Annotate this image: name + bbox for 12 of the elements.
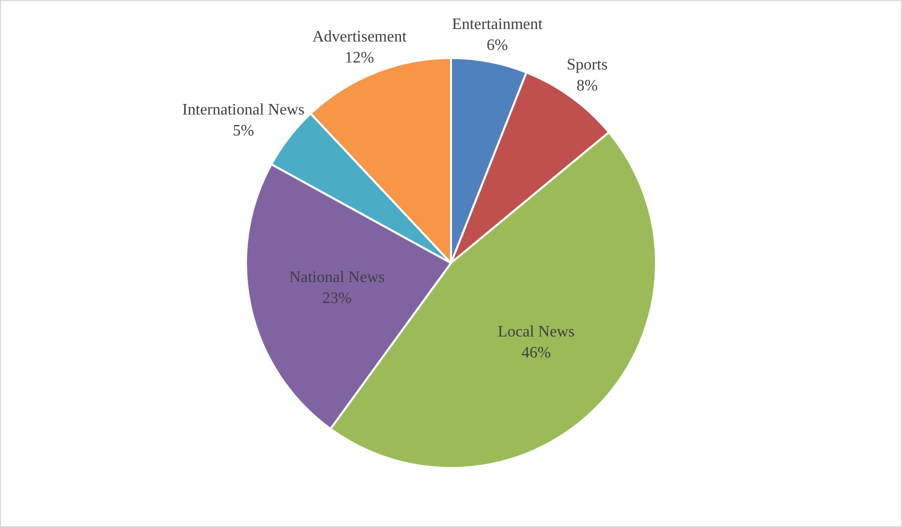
slice-label: Entertainment [452, 16, 544, 34]
slice-label: National News [289, 269, 385, 286]
data-label: 8% [576, 77, 598, 94]
data-label: 12% [344, 49, 374, 66]
slice-label: Advertisement [312, 28, 408, 46]
data-label: 46% [522, 344, 551, 362]
slice-label: Sports [566, 56, 608, 74]
slice-label: Local News [498, 324, 575, 341]
slice-label: International News [182, 102, 304, 119]
data-label: 6% [486, 37, 508, 54]
data-label: 5% [232, 122, 254, 140]
data-label: 23% [322, 290, 352, 308]
